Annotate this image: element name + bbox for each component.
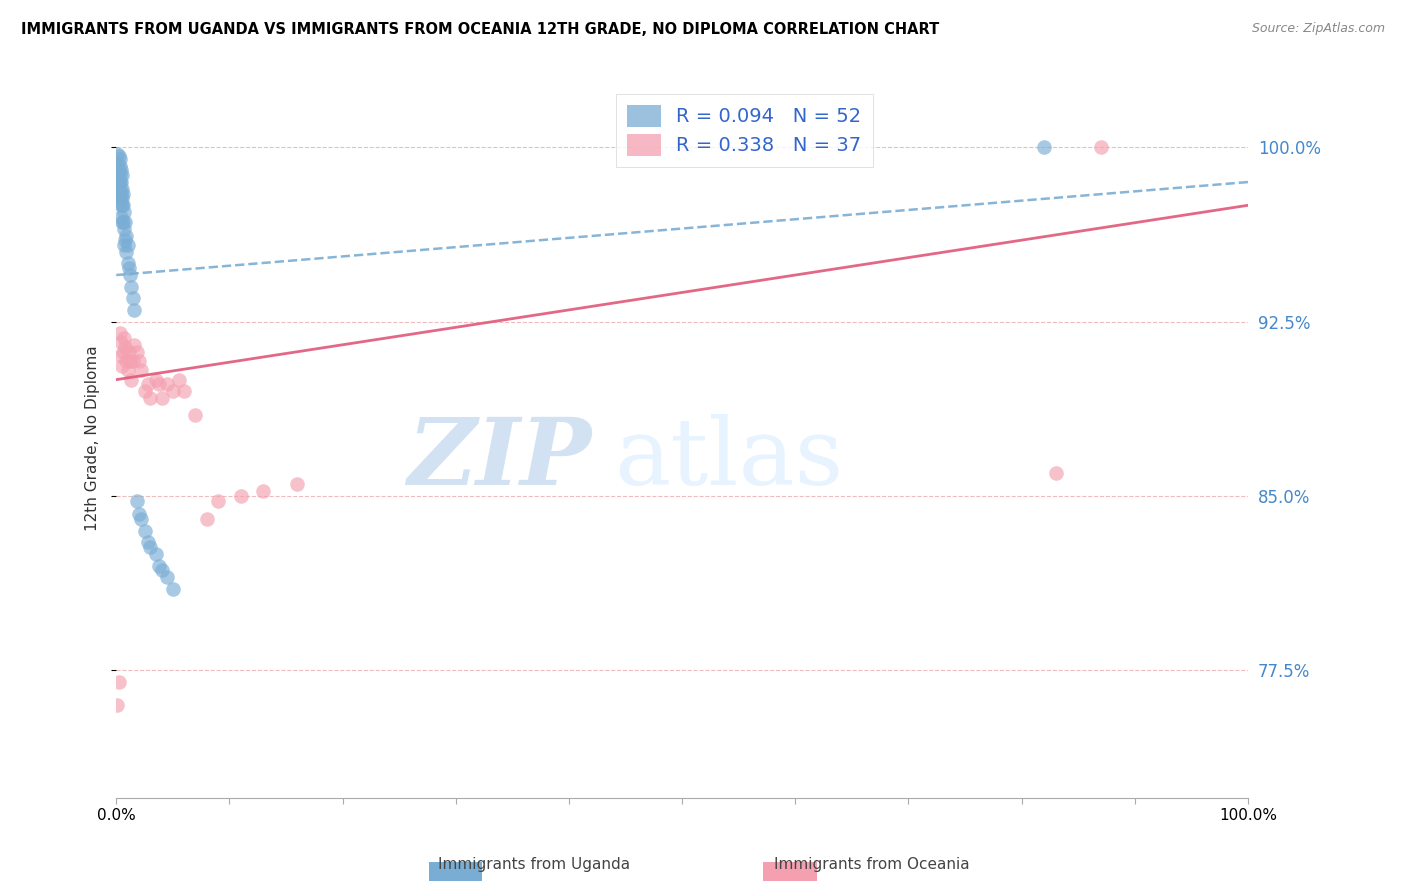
Point — [156, 570, 179, 584]
Point — [107, 149, 129, 163]
Point — [107, 163, 129, 178]
Point — [1045, 466, 1067, 480]
Point — [118, 261, 141, 276]
Point — [129, 512, 152, 526]
Point — [112, 331, 135, 345]
Point — [285, 477, 308, 491]
Point — [110, 175, 132, 189]
Point — [1090, 140, 1112, 154]
Point — [252, 484, 274, 499]
Text: Immigrants from Oceania: Immigrants from Oceania — [773, 857, 970, 872]
Point — [108, 168, 131, 182]
Point — [150, 391, 173, 405]
Point — [184, 408, 207, 422]
Text: ZIP: ZIP — [408, 415, 592, 504]
Point — [134, 384, 156, 399]
Point — [117, 363, 139, 377]
Point — [111, 168, 134, 182]
Point — [148, 377, 170, 392]
Point — [1033, 140, 1056, 154]
Point — [114, 233, 136, 247]
Point — [145, 547, 167, 561]
Point — [115, 354, 138, 368]
Point — [118, 344, 141, 359]
Point — [110, 335, 132, 350]
Point — [107, 698, 129, 712]
Y-axis label: 12th Grade, No Diploma: 12th Grade, No Diploma — [86, 345, 100, 531]
Point — [117, 256, 139, 270]
Point — [108, 191, 131, 205]
Point — [136, 377, 159, 392]
Point — [162, 384, 184, 399]
Legend: R = 0.094   N = 52, R = 0.338   N = 37: R = 0.094 N = 52, R = 0.338 N = 37 — [616, 94, 873, 168]
Text: Source: ZipAtlas.com: Source: ZipAtlas.com — [1251, 22, 1385, 36]
Point — [134, 524, 156, 538]
Point — [110, 350, 132, 364]
Point — [107, 147, 129, 161]
Point — [112, 186, 135, 201]
Text: atlas: atlas — [614, 415, 844, 504]
Point — [111, 198, 134, 212]
Point — [150, 563, 173, 577]
Point — [148, 558, 170, 573]
Point — [112, 221, 135, 235]
Point — [111, 214, 134, 228]
Point — [139, 391, 162, 405]
Point — [107, 674, 129, 689]
Point — [107, 175, 129, 189]
Point — [120, 279, 142, 293]
Point — [110, 186, 132, 201]
Point — [122, 354, 145, 368]
Point — [173, 384, 195, 399]
Point — [128, 354, 150, 368]
Point — [115, 228, 138, 243]
Point — [114, 340, 136, 354]
Point — [108, 175, 131, 189]
Point — [112, 205, 135, 219]
Point — [162, 582, 184, 596]
Point — [125, 493, 148, 508]
Point — [108, 326, 131, 340]
Point — [229, 489, 252, 503]
Point — [107, 168, 129, 182]
Point — [111, 191, 134, 205]
Point — [108, 182, 131, 196]
Point — [128, 508, 150, 522]
Point — [111, 182, 134, 196]
Point — [124, 338, 146, 352]
Point — [107, 186, 129, 201]
Point — [112, 198, 135, 212]
Point — [112, 344, 135, 359]
Point — [136, 535, 159, 549]
Point — [108, 159, 131, 173]
Point — [110, 163, 132, 178]
Point — [156, 377, 179, 392]
Point — [112, 214, 135, 228]
Point — [118, 354, 141, 368]
Point — [112, 237, 135, 252]
Point — [108, 152, 131, 166]
Point — [129, 363, 152, 377]
Text: IMMIGRANTS FROM UGANDA VS IMMIGRANTS FROM OCEANIA 12TH GRADE, NO DIPLOMA CORRELA: IMMIGRANTS FROM UGANDA VS IMMIGRANTS FRO… — [21, 22, 939, 37]
Point — [114, 214, 136, 228]
Point — [207, 493, 229, 508]
Text: Immigrants from Uganda: Immigrants from Uganda — [439, 857, 630, 872]
Point — [120, 373, 142, 387]
Point — [145, 373, 167, 387]
Point — [124, 302, 146, 317]
Point — [195, 512, 218, 526]
Point — [110, 198, 132, 212]
Point — [115, 244, 138, 259]
Point — [139, 540, 162, 554]
Point — [118, 268, 141, 282]
Point — [117, 237, 139, 252]
Point — [122, 291, 145, 305]
Point — [125, 344, 148, 359]
Point — [110, 210, 132, 224]
Point — [167, 373, 190, 387]
Point — [107, 156, 129, 170]
Point — [111, 359, 134, 373]
